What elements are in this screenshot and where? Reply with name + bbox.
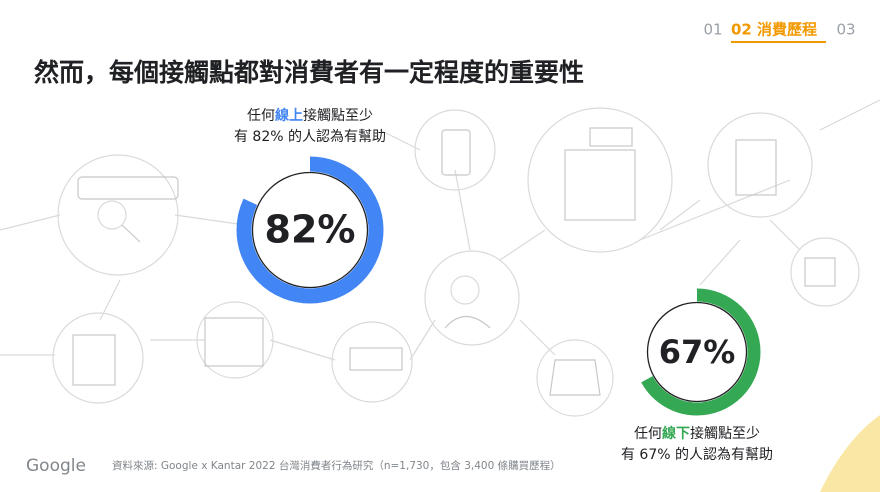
caption-line: 任何線下接觸點至少 [634, 425, 760, 442]
donut-value-label: 67% [659, 333, 736, 371]
donut-inner-ring [646, 301, 748, 403]
donut-arc [633, 288, 761, 416]
nav-item[interactable]: 03 [836, 21, 855, 39]
donut-value-label: 82% [265, 208, 356, 252]
corner-shape [820, 415, 880, 492]
caption-part: 任何 [247, 108, 275, 124]
caption-part: 任何 [634, 426, 662, 442]
nav-item-active[interactable]: 02 消費歷程 [731, 21, 817, 39]
donut-inner-ring [251, 171, 369, 289]
caption-part: 線上 [275, 107, 303, 124]
caption-line: 有 67% 的人認為有幫助 [621, 447, 773, 463]
google-logo: Google [26, 456, 86, 476]
caption-part: 接觸點至少 [303, 107, 373, 124]
caption-line: 有 82% 的人認為有幫助 [234, 129, 386, 145]
caption-line: 任何線上接觸點至少 [247, 107, 373, 124]
nav-item[interactable]: 01 [703, 21, 722, 39]
caption-part: 接觸點至少 [690, 425, 760, 442]
background-network [0, 99, 880, 417]
slide-title: 然而，每個接觸點都對消費者有一定程度的重要性 [34, 58, 584, 87]
donut-arc [236, 156, 384, 304]
source-note: 資料來源: Google x Kantar 2022 台灣消費者行為研究（n=1… [112, 459, 561, 472]
caption-part: 線下 [662, 425, 690, 442]
